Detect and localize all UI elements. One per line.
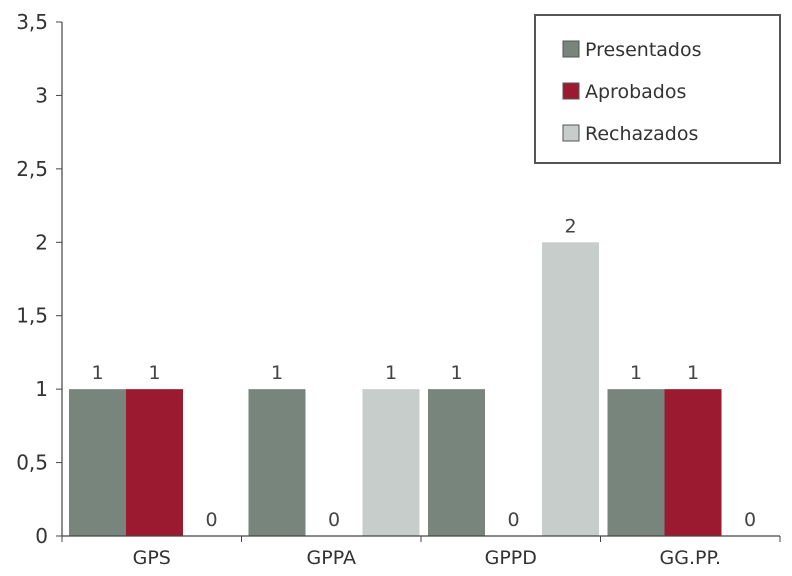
bar-presentados xyxy=(248,389,306,536)
bar-value-label: 0 xyxy=(205,509,217,531)
bar-value-label: 1 xyxy=(271,362,283,384)
legend-label: Presentados xyxy=(585,39,702,61)
bar-aprobados xyxy=(126,389,183,536)
legend: Presentados Aprobados Rechazados xyxy=(534,14,781,164)
bar-value-label: 1 xyxy=(687,362,699,384)
legend-label: Rechazados xyxy=(585,123,698,145)
bar-aprobados xyxy=(664,389,722,536)
y-tick-label: 1,5 xyxy=(16,304,48,328)
bar-value-label: 1 xyxy=(91,362,103,384)
legend-swatch xyxy=(562,124,580,142)
x-tick-label: GPPA xyxy=(307,547,356,569)
bar-value-label: 0 xyxy=(744,509,756,531)
bar-rechazados xyxy=(362,389,420,536)
bar-presentados xyxy=(607,389,665,536)
bar-value-label: 1 xyxy=(630,362,642,384)
legend-swatch xyxy=(562,82,580,100)
bar-value-label: 0 xyxy=(328,509,340,531)
y-tick-label: 3,5 xyxy=(16,10,48,34)
y-tick-label: 0 xyxy=(35,524,48,548)
bar-value-label: 1 xyxy=(148,362,160,384)
bars xyxy=(69,242,722,537)
x-tick-label: GG.PP. xyxy=(660,547,721,569)
legend-swatch xyxy=(562,40,580,58)
data-labels: 1 1 1 1 1 0 0 1 0 1 2 0 xyxy=(91,215,756,531)
x-tick-label: GPS xyxy=(133,547,171,569)
bar-value-label: 1 xyxy=(385,362,397,384)
legend-label: Aprobados xyxy=(585,81,686,103)
x-axis-ticks: GPS GPPA GPPD GG.PP. xyxy=(61,536,781,569)
bar-rechazados xyxy=(542,242,599,537)
y-tick-label: 2,5 xyxy=(16,157,48,181)
y-tick-label: 3 xyxy=(35,83,48,107)
bar-value-label: 2 xyxy=(564,215,576,237)
bar-presentados xyxy=(69,389,126,536)
y-tick-label: 1 xyxy=(35,377,48,401)
bar-value-label: 1 xyxy=(450,362,462,384)
bar-presentados xyxy=(428,389,485,536)
y-tick-label: 2 xyxy=(35,230,48,254)
bar-value-label: 0 xyxy=(507,509,519,531)
y-axis-ticks: 0 0,5 1 1,5 2 2,5 3 3,5 xyxy=(16,10,62,548)
y-tick-label: 0,5 xyxy=(16,451,48,475)
x-tick-label: GPPD xyxy=(485,547,537,569)
